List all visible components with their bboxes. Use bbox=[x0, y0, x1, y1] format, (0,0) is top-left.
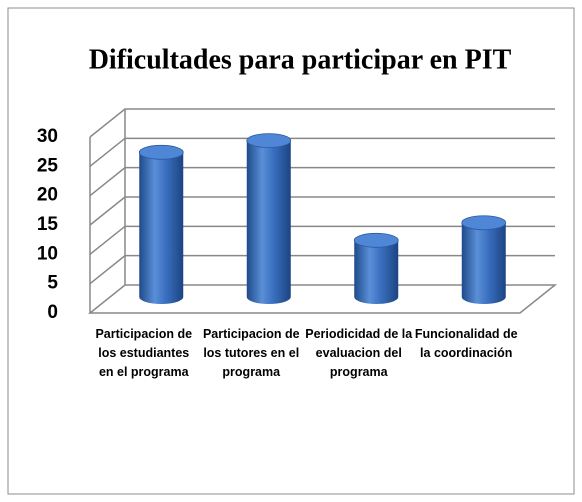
bar bbox=[246, 140, 291, 304]
grid-line bbox=[89, 254, 555, 285]
x-tick-label: Funcionalidad de la coordinación bbox=[414, 327, 518, 360]
grid-line bbox=[89, 225, 555, 255]
y-tick-label: 25 bbox=[37, 155, 59, 176]
grid-line bbox=[89, 196, 555, 226]
y-tick-label: 10 bbox=[37, 243, 58, 264]
y-tick-label: 15 bbox=[37, 214, 59, 235]
grid-line bbox=[89, 108, 555, 138]
bar-top bbox=[353, 232, 399, 248]
grid-line bbox=[89, 166, 555, 197]
x-tick-label: Participacion de los estudiantes en el p… bbox=[95, 327, 193, 379]
x-tick-label: Periodicidad de la evaluacion del progra… bbox=[305, 327, 413, 379]
grid-line bbox=[89, 137, 555, 167]
bar bbox=[461, 222, 506, 304]
y-tick-label: 30 bbox=[37, 126, 58, 147]
bar-top bbox=[138, 144, 184, 160]
y-tick-label: 0 bbox=[47, 302, 58, 323]
bar-top bbox=[461, 215, 507, 231]
chart-title: Dificultades para participar en PIT bbox=[89, 44, 512, 75]
floor bbox=[87, 284, 558, 314]
bar bbox=[354, 240, 399, 304]
y-tick-label: 5 bbox=[47, 273, 58, 294]
bar-top bbox=[246, 133, 292, 149]
x-tick-label: Participacion de los tutores en el progr… bbox=[202, 327, 300, 379]
y-tick-label: 20 bbox=[37, 185, 58, 206]
bar bbox=[139, 152, 184, 304]
